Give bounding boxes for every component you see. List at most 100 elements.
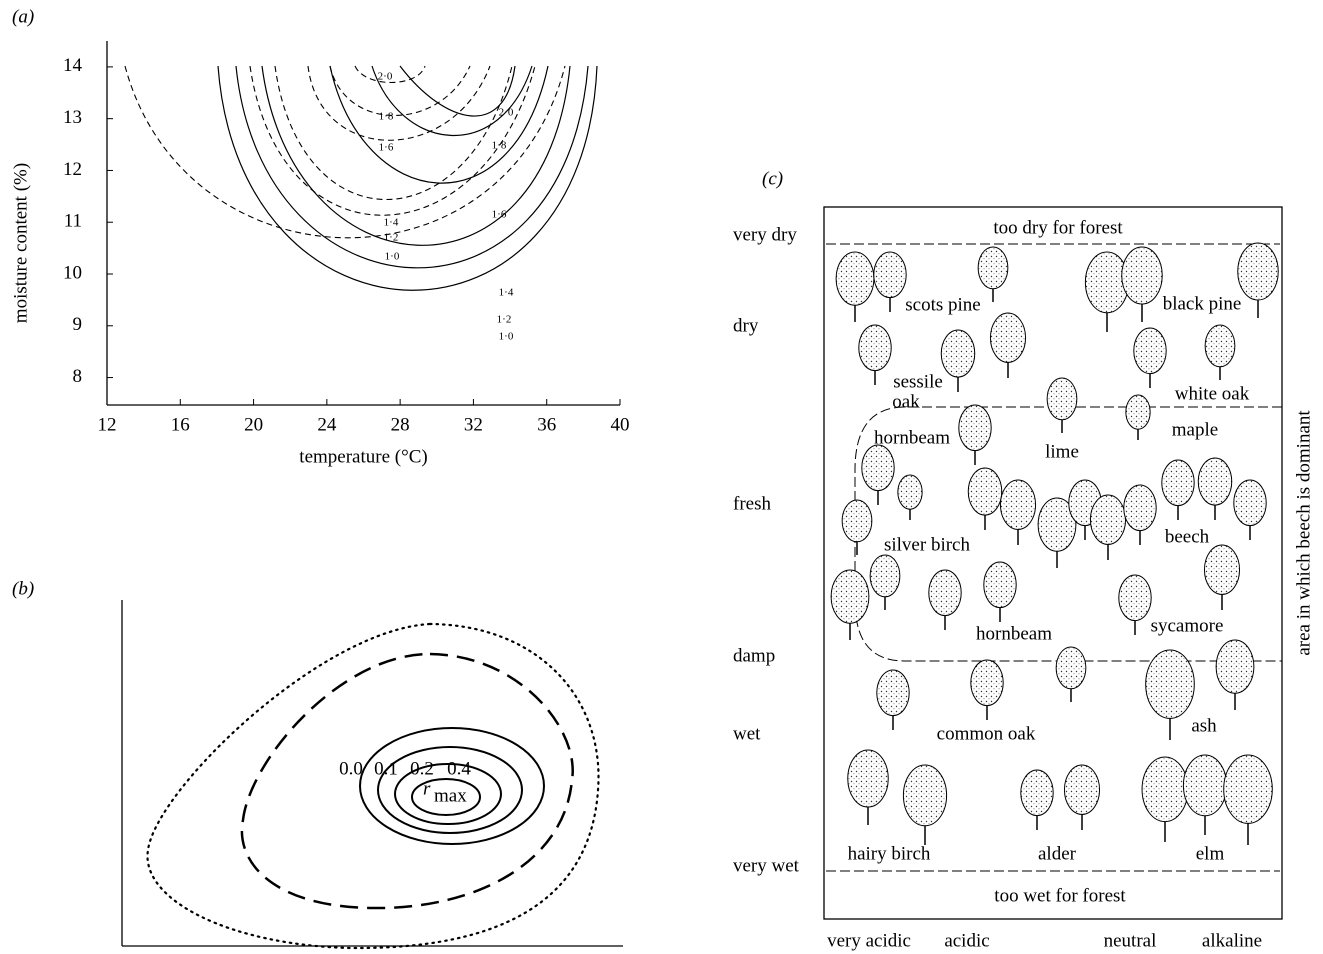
x-tick-label: 40 bbox=[611, 414, 630, 435]
contour bbox=[394, 763, 502, 825]
contour-label: 0.1 bbox=[374, 758, 398, 779]
tree-crown bbox=[958, 404, 992, 452]
row-label: wet bbox=[733, 723, 761, 744]
contour-label: 2·0 bbox=[378, 71, 393, 83]
tree-crown bbox=[873, 251, 907, 299]
tree-crown bbox=[1046, 377, 1078, 421]
soil-label: alkaline bbox=[1202, 930, 1262, 951]
contour-label: 1·6 bbox=[379, 142, 394, 154]
tree-label: hornbeam bbox=[874, 427, 950, 448]
tree-crown bbox=[1089, 494, 1127, 545]
tree-crown bbox=[1020, 769, 1054, 817]
panel-label: (c) bbox=[762, 168, 783, 189]
tree-crown bbox=[1223, 754, 1273, 824]
solid-contour bbox=[399, 65, 516, 117]
dashed-contour bbox=[124, 65, 566, 239]
y-tick-label: 14 bbox=[63, 55, 83, 76]
panel-label: (b) bbox=[12, 578, 34, 599]
tree-label: common oak bbox=[937, 723, 1036, 744]
y-tick-label: 8 bbox=[73, 366, 83, 387]
tree-label: sycamore bbox=[1151, 615, 1224, 636]
tree-label: scots pine bbox=[905, 294, 980, 315]
tree-crown bbox=[1055, 646, 1087, 690]
tree-label: hornbeam bbox=[976, 623, 1052, 644]
tree-label: elm bbox=[1196, 843, 1225, 864]
dotted-contour bbox=[146, 622, 600, 950]
tree-crown bbox=[1215, 639, 1255, 694]
contour-label: 1·2 bbox=[497, 314, 512, 326]
x-tick-label: 16 bbox=[171, 414, 190, 435]
contour-label: 1·0 bbox=[499, 331, 514, 343]
tree-crown bbox=[1123, 484, 1157, 532]
panel-label: (a) bbox=[12, 6, 34, 27]
tree-label: black pine bbox=[1163, 293, 1242, 314]
tree-label: silver birch bbox=[884, 534, 971, 555]
contour-label: 0.2 bbox=[410, 758, 434, 779]
contour-label: 1·4 bbox=[499, 287, 514, 299]
tree-crown bbox=[1133, 327, 1167, 375]
tree-crown bbox=[940, 329, 976, 378]
x-tick-label: 20 bbox=[244, 414, 263, 435]
contour bbox=[359, 727, 545, 845]
dashed-contour bbox=[307, 65, 491, 141]
row-label: dry bbox=[733, 315, 759, 336]
y-tick-label: 11 bbox=[64, 211, 82, 232]
x-tick-label: 28 bbox=[391, 414, 410, 435]
contour-label: 1·6 bbox=[492, 209, 507, 221]
row-label: very wet bbox=[733, 855, 800, 876]
tree-label: maple bbox=[1172, 419, 1218, 440]
tree-crown bbox=[861, 444, 895, 492]
solid-contour bbox=[329, 65, 549, 184]
solid-contour bbox=[261, 65, 571, 246]
tree-crown bbox=[1203, 544, 1241, 595]
tree-crown bbox=[928, 569, 962, 617]
y-tick-label: 10 bbox=[63, 262, 82, 283]
tree-label: ash bbox=[1191, 715, 1217, 736]
frame bbox=[823, 206, 1283, 920]
contour-label: 1·4 bbox=[384, 217, 399, 229]
tree-crown bbox=[1233, 479, 1267, 527]
row-label: fresh bbox=[733, 493, 771, 514]
peak-symbol: r bbox=[423, 778, 431, 799]
tree-crown bbox=[830, 569, 870, 624]
soil-label: neutral bbox=[1104, 930, 1157, 951]
tree-label: lime bbox=[1045, 441, 1079, 462]
tree-label: white oak bbox=[1175, 383, 1250, 404]
tree-crown bbox=[983, 561, 1017, 609]
tree-label: alder bbox=[1038, 843, 1077, 864]
dashed-contour bbox=[274, 65, 513, 201]
solid-contour bbox=[217, 65, 598, 291]
dashed-contour bbox=[354, 65, 426, 83]
side-label: area in which beech is dominant bbox=[1293, 410, 1314, 656]
tree-crown bbox=[876, 669, 910, 717]
tree-crown bbox=[841, 499, 873, 543]
tree-crown bbox=[835, 251, 875, 306]
tree-crown bbox=[858, 324, 892, 372]
zone-label: too wet for forest bbox=[994, 885, 1126, 906]
tree-crown bbox=[869, 554, 901, 598]
tree-crown bbox=[897, 474, 923, 510]
tree-crown bbox=[1237, 242, 1279, 301]
contour-label: 0.0 bbox=[339, 758, 363, 779]
dashed-contour bbox=[249, 65, 536, 216]
tree-label: sessile bbox=[893, 371, 943, 392]
soil-label: very acidic bbox=[827, 930, 911, 951]
trees bbox=[830, 242, 1279, 845]
tree-crown bbox=[847, 749, 889, 808]
dashed-contour bbox=[240, 652, 574, 910]
tree-crown bbox=[989, 312, 1027, 363]
contour-label: 1·0 bbox=[385, 251, 400, 263]
tree-crown bbox=[1118, 574, 1152, 622]
tree-crown bbox=[902, 764, 948, 827]
contour-label: 0.4 bbox=[447, 758, 471, 779]
contour-label: 1·8 bbox=[379, 111, 394, 123]
contour-label: 1·8 bbox=[492, 140, 507, 152]
tree-crown bbox=[1063, 764, 1101, 815]
contour bbox=[377, 746, 523, 834]
tree-crown bbox=[999, 479, 1037, 530]
tree-label: hairy birch bbox=[848, 843, 931, 864]
x-tick-label: 32 bbox=[464, 414, 483, 435]
solid-contour bbox=[371, 65, 533, 136]
y-axis-label: moisture content (%) bbox=[10, 163, 31, 323]
